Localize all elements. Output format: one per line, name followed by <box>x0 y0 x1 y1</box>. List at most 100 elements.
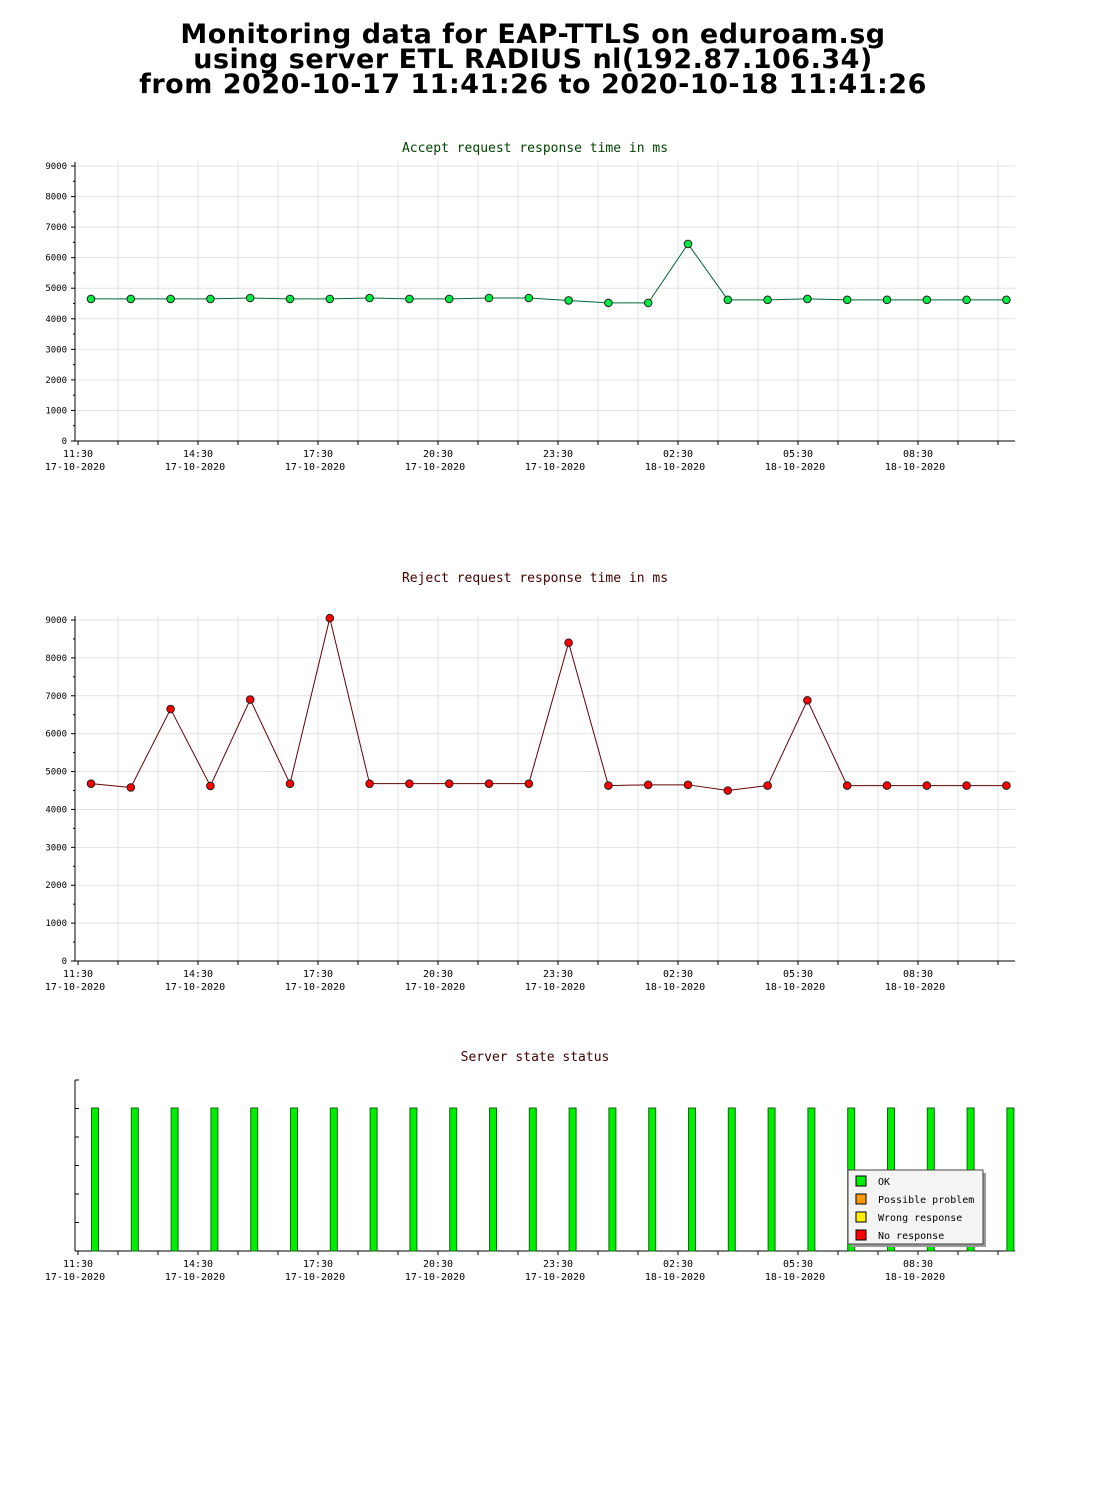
legend-swatch <box>855 1193 867 1205</box>
page-title: Monitoring data for EAP-TTLS on eduroam.… <box>0 21 1066 100</box>
accept-x-tick-date: 17-10-2020 <box>165 462 225 473</box>
reject-x-tick-time: 08:30 <box>903 969 933 980</box>
status-bar <box>210 1107 219 1252</box>
status-x-tick-date: 17-10-2020 <box>525 1272 585 1283</box>
status-x-tick-time: 05:30 <box>783 1259 813 1270</box>
status-bar <box>290 1107 298 1252</box>
accept-y-tick-label: 4000 <box>45 315 67 325</box>
accept-data-point <box>325 294 335 304</box>
reject-x-tick-time: 23:30 <box>543 969 573 980</box>
status-bar <box>130 1107 139 1252</box>
accept-series-line <box>91 243 1007 304</box>
reject-series-line <box>90 617 1007 792</box>
reject-chart-title: Reject request response time in ms <box>401 571 669 586</box>
accept-data-point <box>723 295 733 305</box>
accept-y-tick-label: 2000 <box>45 376 67 386</box>
accept-data-point <box>643 298 653 308</box>
reject-data-point <box>763 781 772 790</box>
status-x-tick-date: 17-10-2020 <box>285 1272 345 1283</box>
reject-data-point <box>444 779 454 788</box>
status-x-tick-time: 08:30 <box>903 1259 933 1270</box>
status-x-tick-time: 23:30 <box>543 1259 573 1270</box>
accept-chart-title: Accept request response time in ms <box>401 141 669 156</box>
status-bar <box>528 1107 537 1252</box>
accept-data-point <box>405 294 414 304</box>
accept-data-point <box>604 298 613 308</box>
status-x-tick-date: 17-10-2020 <box>45 1272 105 1283</box>
reject-data-point <box>126 783 136 792</box>
accept-data-point <box>882 295 892 305</box>
accept-x-tick-date: 17-10-2020 <box>525 462 585 473</box>
status-x-tick-date: 17-10-2020 <box>405 1272 465 1283</box>
reject-data-point <box>962 781 971 790</box>
legend-swatch <box>855 1229 867 1241</box>
accept-x-tick-time: 14:30 <box>183 449 213 460</box>
reject-y-tick-label: 8000 <box>45 654 67 664</box>
accept-x-tick-time: 05:30 <box>783 449 813 460</box>
reject-data-point <box>86 779 96 788</box>
status-bar <box>250 1107 259 1252</box>
accept-data-point <box>86 294 96 304</box>
status-legend <box>847 1169 984 1245</box>
status-bar <box>608 1107 617 1252</box>
status-bar <box>807 1107 816 1252</box>
accept-y-tick-label: 0 <box>62 437 67 447</box>
reject-data-point <box>842 781 852 790</box>
accept-x-tick-time: 02:30 <box>663 449 693 460</box>
reject-data-point <box>1002 781 1011 790</box>
accept-data-point <box>285 294 295 304</box>
accept-x-tick-time: 23:30 <box>543 449 573 460</box>
reject-data-point <box>166 704 175 714</box>
accept-data-point <box>683 239 693 249</box>
accept-x-tick-time: 08:30 <box>903 449 933 460</box>
title-line-2: using server ETL RADIUS nl(192.87.106.34… <box>193 44 873 75</box>
status-x-tick-date: 18-10-2020 <box>765 1272 825 1283</box>
accept-x-tick-date: 18-10-2020 <box>765 462 825 473</box>
status-bar <box>648 1107 657 1252</box>
legend-swatch <box>855 1211 867 1223</box>
accept-y-tick-label: 3000 <box>45 345 67 355</box>
accept-data-point <box>922 295 932 305</box>
reject-y-tick-label: 4000 <box>45 805 67 815</box>
reject-x-tick-time: 02:30 <box>663 969 693 980</box>
accept-data-point <box>484 293 494 303</box>
reject-data-point <box>922 781 932 790</box>
reject-data-point <box>683 780 693 790</box>
status-bar <box>170 1107 179 1252</box>
reject-data-point <box>524 779 534 788</box>
reject-x-tick-date: 17-10-2020 <box>165 982 225 993</box>
title-line-3: from 2020-10-17 11:41:26 to 2020-10-18 1… <box>139 69 927 100</box>
reject-x-tick-date: 17-10-2020 <box>405 982 465 993</box>
reject-y-tick-label: 5000 <box>45 768 67 778</box>
accept-y-tick-label: 1000 <box>45 406 67 416</box>
accept-x-tick-date: 17-10-2020 <box>45 462 105 473</box>
reject-y-tick-label: 1000 <box>45 919 67 929</box>
reject-data-point <box>285 779 295 788</box>
legend-label: No response <box>878 1231 944 1242</box>
status-x-tick-time: 20:30 <box>423 1259 453 1270</box>
reject-x-tick-date: 18-10-2020 <box>645 982 705 993</box>
reject-y-tick-label: 6000 <box>45 730 67 740</box>
reject-data-point <box>484 779 494 788</box>
status-bar <box>449 1107 458 1252</box>
legend-label: Possible problem <box>878 1195 974 1206</box>
reject-data-point <box>245 695 255 704</box>
status-bar <box>409 1107 418 1252</box>
status-bar <box>489 1107 497 1252</box>
status-bar <box>688 1107 696 1252</box>
accept-x-tick-time: 17:30 <box>303 449 333 460</box>
status-bar <box>727 1107 736 1252</box>
reject-x-tick-date: 17-10-2020 <box>45 982 105 993</box>
accept-x-tick-date: 17-10-2020 <box>285 462 345 473</box>
status-chart-title: Server state status <box>460 1050 610 1065</box>
accept-y-tick-label: 6000 <box>45 254 67 264</box>
accept-data-point <box>564 296 573 305</box>
legend-swatch <box>855 1175 867 1187</box>
accept-data-point <box>524 293 534 303</box>
reject-x-tick-time: 17:30 <box>303 969 333 980</box>
legend-label: OK <box>878 1177 890 1188</box>
legend-label: Wrong response <box>878 1213 962 1224</box>
accept-y-tick-label: 8000 <box>45 193 67 203</box>
accept-y-tick-label: 7000 <box>45 223 67 233</box>
accept-x-tick-date: 18-10-2020 <box>645 462 705 473</box>
